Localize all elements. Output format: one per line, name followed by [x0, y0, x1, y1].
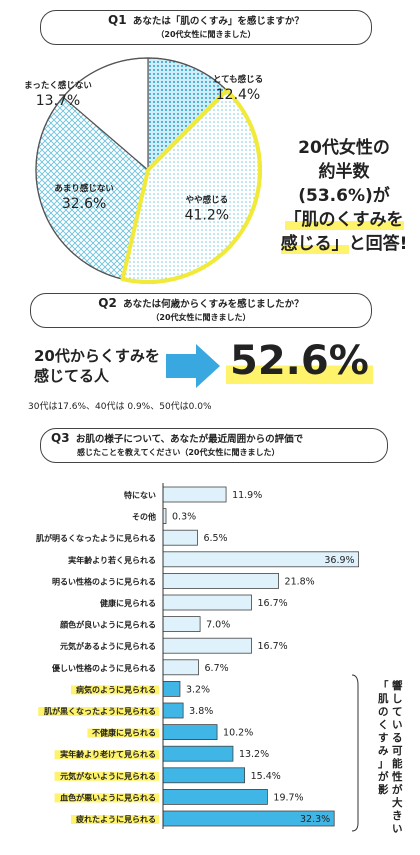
callout-line6: と回答!	[348, 234, 408, 254]
bar-value-label: 6.5%	[203, 533, 227, 544]
bar-category-label: 肌が明るくなったように見られる	[35, 533, 156, 543]
q2-header: Q2 あなたは何歳からくすみを感じましたか？ （20代女性に聞きました）	[30, 293, 372, 328]
bar-value-label: 21.8%	[285, 576, 315, 587]
q2-note: 30代は17.6%、40代は 0.9%、50代は0.0%	[28, 402, 212, 412]
bar-value-label: 3.8%	[189, 706, 213, 717]
pie-label-1: とても感じる	[213, 74, 263, 85]
bar	[162, 724, 218, 741]
bar-label-highlight	[38, 707, 160, 716]
callout-line1: 20代女性の	[298, 138, 390, 158]
bar	[162, 573, 279, 589]
pie-value-1: 12.4%	[216, 87, 260, 103]
q1-subtitle: （20代女性に聞きました）	[156, 30, 256, 39]
q3-question-line1: お肌の様子について、あなたが最近周囲からの評価で	[75, 434, 304, 445]
pie-value-4: 13.7%	[36, 93, 80, 109]
pie-label-2: やや感じる	[186, 194, 229, 205]
bar	[162, 529, 198, 546]
bar-label-highlight	[71, 815, 159, 824]
bar-category-label: 元気がないように見られる	[60, 771, 156, 781]
bar-category-label: 血色が悪いように見られる	[60, 792, 156, 802]
bar-category-label: 病気のように見られる	[76, 684, 156, 694]
pie-label-3: あまり感じない	[54, 183, 114, 194]
bar	[162, 745, 234, 762]
bar	[162, 702, 184, 719]
bar-value-label: 16.7%	[258, 598, 288, 609]
bar	[162, 788, 268, 805]
bar-label-highlight	[54, 771, 159, 781]
bar-value-label: 7.0%	[206, 620, 230, 631]
bar-category-label: 健康に見られる	[100, 598, 156, 608]
bar-label-highlight	[54, 793, 159, 803]
q2-lead-line2: 感じてる人	[34, 367, 110, 385]
arrow-right-icon	[166, 344, 220, 388]
bar-category-label: 明るい性格のように見られる	[52, 576, 156, 586]
bar-category-label: 不健康に見られる	[92, 728, 156, 738]
bar-value-label: 3.2%	[186, 684, 210, 695]
bar-value-label: 36.9%	[324, 555, 354, 566]
bar	[162, 659, 199, 676]
q1-question: あなたは「肌のくすみ」を感じますか？	[132, 16, 304, 27]
bar-label-highlight	[87, 728, 159, 738]
q3-header: Q3 お肌の様子について、あなたが最近周囲からの評価で 感じたことを教えてくださ…	[40, 428, 388, 463]
bar-category-label: 優しい性格のように見られる	[51, 663, 156, 673]
side-bracket	[351, 674, 359, 832]
pie-value-3: 32.6%	[62, 196, 106, 212]
q1-number: Q1	[108, 13, 127, 27]
q2-subtitle: （20代女性に聞きました）	[151, 313, 251, 322]
bar-value-label: 16.7%	[258, 641, 288, 652]
bar-value-label: 19.7%	[273, 792, 303, 803]
bar-value-label: 10.2%	[223, 728, 253, 739]
side-note: 「肌のくすみ」が影響している可能性が大きい	[378, 679, 403, 835]
callout-line4: 「肌のくすみを	[284, 210, 404, 230]
bar-label-highlight	[54, 750, 159, 760]
q3-question-line2: 感じたことを教えてください（20代女性に聞きました）	[77, 448, 280, 457]
bar-value-label: 15.4%	[251, 771, 281, 782]
bar-chart: 特にない 11.9% その他 0.3% 肌が明るくなったように見られる 6.5% 実年齢より…	[35, 483, 403, 835]
bar	[162, 594, 252, 611]
q2-number: Q2	[98, 296, 117, 310]
pie-label-4: まったく感じない	[24, 80, 92, 91]
bar-category-label: 実年齢より老けて見られる	[60, 749, 156, 759]
bar-category-label: 特にない	[124, 490, 156, 500]
pie-chart: とても感じる 12.4% やや感じる 41.2% あまり感じない 32.6% まったく感じな…	[24, 57, 263, 284]
q1-header: Q1 あなたは「肌のくすみ」を感じますか？ （20代女性に聞きました）	[40, 10, 372, 45]
bar-category-label: 実年齢より若く見られる	[68, 555, 156, 565]
bar	[162, 486, 227, 503]
q2-lead-line1: 20代からくすみを	[34, 347, 160, 365]
bar-category-label: 肌が黒くなったように見られる	[43, 706, 156, 716]
pie-callout: 20代女性の 約半数 (53.6%)が 「肌のくすみを 感じる」と回答!	[276, 136, 412, 256]
pie-value-2: 41.2%	[185, 207, 229, 223]
bar	[162, 680, 181, 697]
bar-category-label: 顔色が良いように見られる	[59, 620, 156, 630]
pie-highlight-outline	[120, 88, 262, 284]
q2-value: 52.6%	[226, 338, 373, 384]
bar-value-label: 13.2%	[239, 749, 269, 760]
bar-label-highlight	[71, 685, 159, 695]
q3-number: Q3	[51, 431, 70, 445]
callout-line3: (53.6%)が	[298, 186, 390, 206]
q2-lead: 20代からくすみを 感じてる人	[34, 346, 160, 386]
callout-line2: 約半数	[318, 162, 370, 182]
bar-category-label: その他	[132, 512, 156, 522]
bar	[162, 616, 201, 633]
bar-value-label: 6.7%	[205, 663, 229, 674]
bar-category-label: 元気があるように見られる	[60, 641, 156, 651]
callout-line5: 感じる」	[280, 234, 349, 254]
bar-category-label: 疲れたように見られる	[76, 814, 156, 824]
bar-value-label: 0.3%	[172, 512, 196, 523]
bar-value-label: 11.9%	[232, 490, 262, 501]
bar	[162, 767, 246, 784]
bar	[162, 637, 252, 654]
q2-question: あなたは何歳からくすみを感じましたか？	[123, 299, 304, 310]
bar-value-label: 32.3%	[300, 814, 330, 825]
